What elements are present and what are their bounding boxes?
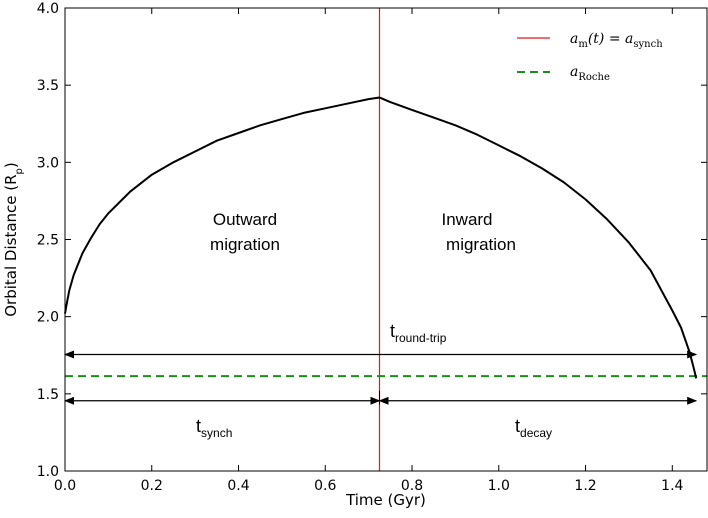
x-tick-label: 0.8 xyxy=(401,478,423,494)
interval-arrows xyxy=(64,350,698,405)
legend: am(t) = asynch aRoche xyxy=(517,31,663,83)
y-axis-title: Orbital Distance (Rp) xyxy=(2,162,25,317)
outward-label-line1: Outward xyxy=(213,210,277,229)
legend-roche-label: aRoche xyxy=(570,64,610,83)
x-tick-label: 0.2 xyxy=(141,478,163,494)
plot-frame xyxy=(64,7,708,472)
inward-label-line1: Inward xyxy=(441,210,492,229)
legend-synch-label: am(t) = asynch xyxy=(570,31,663,50)
x-axis-title: Time (Gyr) xyxy=(345,491,426,509)
y-tick-label: 2.5 xyxy=(37,233,59,249)
x-tick-label: 0.0 xyxy=(54,478,76,494)
x-tick-label: 1.4 xyxy=(661,478,683,494)
y-tick-label: 4.0 xyxy=(37,1,59,17)
y-tick-label: 2.0 xyxy=(37,310,59,326)
reference-lines xyxy=(65,8,707,471)
x-tick-label: 0.6 xyxy=(314,478,336,494)
series-line-orbital-distance xyxy=(64,96,698,379)
t-synch-label: tsynch xyxy=(196,416,232,440)
x-tick-label: 1.0 xyxy=(488,478,510,494)
y-tick-label: 1.0 xyxy=(37,464,59,480)
x-tick-label: 1.2 xyxy=(574,478,596,494)
outward-label-line2: migration xyxy=(210,235,280,254)
axis-ticks: 0.0 0.2 0.4 0.6 0.8 1.0 1.2 1.4 1.0 1.5 2.0 2.5 3.0 3… xyxy=(37,1,707,494)
y-tick-label: 3.0 xyxy=(37,155,59,171)
y-tick-label: 1.5 xyxy=(37,387,59,403)
inward-label-line2: migration xyxy=(446,235,516,254)
t-decay-label: tdecay xyxy=(515,416,552,440)
series-layer xyxy=(64,96,698,379)
x-tick-label: 0.4 xyxy=(227,478,249,494)
t-round-trip-label: tround-trip xyxy=(390,321,447,345)
y-tick-label: 3.5 xyxy=(37,78,59,94)
